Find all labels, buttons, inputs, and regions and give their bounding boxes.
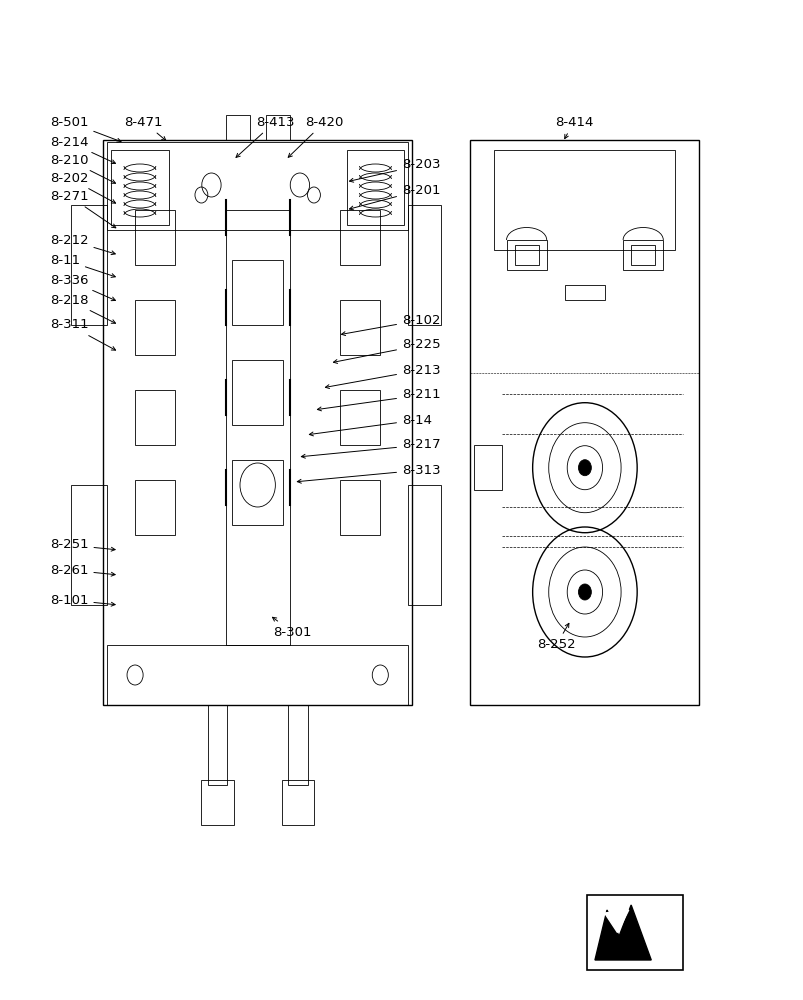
- Bar: [201, 780, 233, 825]
- Bar: [103, 140, 412, 705]
- Text: 8-420: 8-420: [287, 115, 344, 157]
- Bar: [231, 260, 283, 325]
- Text: 8-201: 8-201: [349, 184, 440, 210]
- Bar: [231, 360, 283, 425]
- Bar: [470, 140, 699, 705]
- Text: 8-225: 8-225: [333, 338, 440, 363]
- Bar: [107, 645, 408, 705]
- Text: 8-261: 8-261: [50, 564, 115, 576]
- Text: 8-311: 8-311: [50, 318, 116, 350]
- Bar: [340, 300, 380, 355]
- Text: 8-11: 8-11: [50, 253, 115, 277]
- Text: 8-336: 8-336: [50, 273, 116, 301]
- Text: 8-210: 8-210: [50, 153, 116, 183]
- Text: 8-203: 8-203: [349, 158, 440, 182]
- Polygon shape: [604, 910, 628, 932]
- Text: 8-252: 8-252: [536, 623, 575, 652]
- Circle shape: [577, 584, 590, 600]
- Text: 8-102: 8-102: [341, 314, 440, 336]
- Bar: [282, 780, 313, 825]
- Text: 8-313: 8-313: [297, 464, 440, 483]
- Text: 8-501: 8-501: [50, 115, 121, 142]
- Text: 8-271: 8-271: [50, 190, 116, 228]
- Text: 8-213: 8-213: [325, 363, 440, 389]
- Bar: [506, 240, 546, 270]
- Bar: [340, 390, 380, 445]
- Bar: [135, 390, 175, 445]
- Bar: [586, 895, 683, 970]
- Bar: [514, 245, 538, 265]
- Text: 8-214: 8-214: [50, 135, 116, 164]
- Bar: [225, 210, 290, 645]
- Bar: [107, 142, 408, 230]
- Bar: [225, 115, 249, 140]
- Bar: [71, 205, 107, 325]
- Text: 8-471: 8-471: [124, 115, 165, 141]
- Bar: [346, 150, 404, 225]
- Text: 8-218: 8-218: [50, 294, 116, 323]
- Bar: [111, 150, 169, 225]
- Text: 8-211: 8-211: [317, 388, 440, 411]
- Text: 8-101: 8-101: [50, 593, 115, 606]
- Text: 8-301: 8-301: [272, 617, 312, 639]
- Bar: [408, 205, 440, 325]
- Bar: [622, 240, 662, 270]
- Text: 8-14: 8-14: [309, 414, 431, 436]
- Bar: [494, 150, 675, 250]
- Bar: [265, 115, 290, 140]
- Bar: [340, 210, 380, 265]
- Bar: [135, 210, 175, 265]
- Text: 8-212: 8-212: [50, 233, 115, 255]
- Bar: [135, 480, 175, 535]
- Text: 8-251: 8-251: [50, 538, 115, 552]
- Text: 8-414: 8-414: [554, 115, 593, 139]
- Bar: [207, 705, 227, 785]
- Circle shape: [577, 460, 590, 476]
- Bar: [231, 460, 283, 525]
- Bar: [564, 285, 604, 300]
- Bar: [474, 445, 502, 490]
- Bar: [630, 245, 654, 265]
- Bar: [71, 485, 107, 605]
- Polygon shape: [594, 905, 650, 960]
- Bar: [287, 705, 307, 785]
- Bar: [340, 480, 380, 535]
- Bar: [135, 300, 175, 355]
- Text: 8-202: 8-202: [50, 172, 116, 203]
- Text: 8-413: 8-413: [236, 115, 294, 157]
- Bar: [408, 485, 440, 605]
- Text: 8-217: 8-217: [301, 438, 440, 458]
